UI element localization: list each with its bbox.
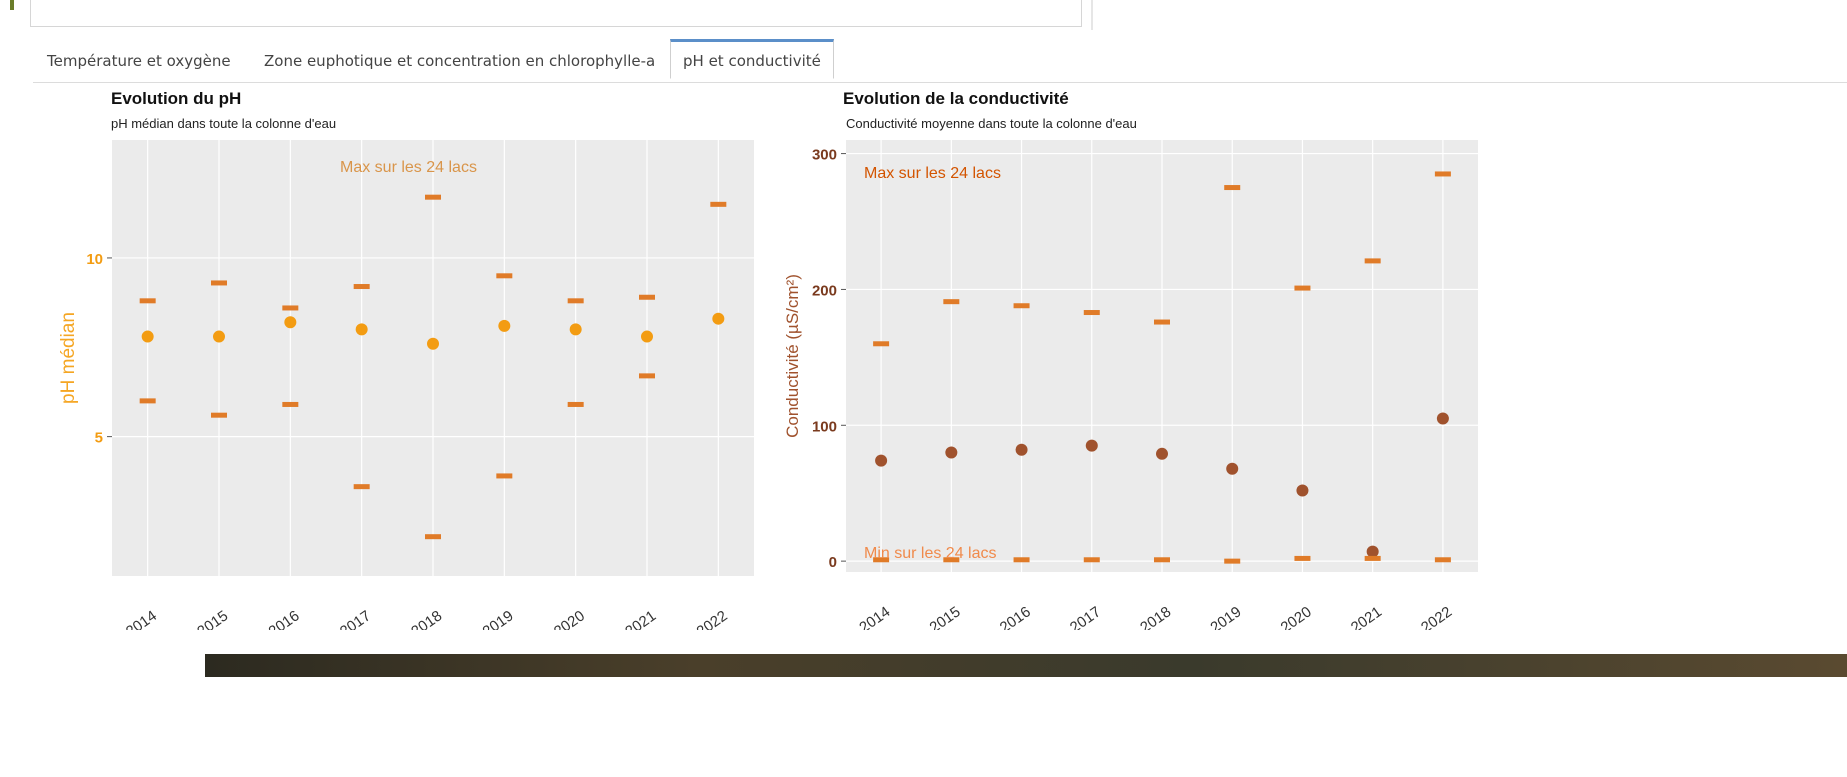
ph-bar-max — [425, 194, 441, 200]
ph-bar-max — [353, 284, 370, 290]
cond-chart-title: Evolution de la conductivité — [843, 89, 1069, 108]
ph-bar-min — [567, 401, 584, 407]
cond-point-mean — [945, 446, 958, 459]
cond-bar-max — [1013, 303, 1030, 309]
ph-y-tick-label: 10 — [86, 251, 103, 268]
cond-bar-max — [873, 341, 890, 347]
cond-y-tick-label: 200 — [812, 282, 837, 299]
cond-bar-max — [1224, 185, 1241, 191]
ph-bar-max — [496, 273, 513, 279]
cond-bar-max — [1434, 171, 1451, 177]
cond-bar-max — [1083, 310, 1100, 316]
cond-bar-min — [1083, 557, 1100, 563]
ph-point-median — [641, 330, 653, 343]
ph-bar-max — [639, 294, 655, 300]
page-accent-bar — [10, 0, 14, 10]
ph-bar-max — [282, 305, 299, 311]
cond-point-mean — [1296, 484, 1309, 497]
ph-bar-min — [139, 398, 156, 404]
cond-bar-max — [1294, 285, 1311, 291]
top-panel — [30, 0, 1082, 27]
ph-bar-max — [710, 201, 727, 207]
ph-point-median — [213, 330, 225, 343]
page-footer-space — [0, 630, 1847, 654]
ph-bar-max — [567, 298, 584, 304]
cond-point-mean — [1085, 439, 1098, 452]
ph-bar-min — [425, 534, 441, 540]
ph-bar-min — [211, 412, 227, 418]
cond-bar-max — [1154, 319, 1170, 325]
cond-point-mean — [1156, 447, 1168, 460]
ph-point-median — [712, 312, 725, 325]
ph-bar-max — [211, 280, 227, 286]
tab-zone-euphotique[interactable]: Zone euphotique et concentration en chlo… — [264, 52, 656, 70]
cond-bar-min — [1013, 557, 1030, 563]
cond-annotation-min: Min sur les 24 lacs — [864, 545, 997, 562]
ph-bar-max — [139, 298, 156, 304]
panel-divider — [1091, 0, 1093, 30]
cond-bar-min — [1294, 555, 1311, 561]
cond-chart-subtitle: Conductivité moyenne dans toute la colon… — [846, 116, 1137, 131]
cond-bar-max — [943, 299, 960, 305]
ph-y-axis-title: pH médian — [58, 312, 79, 404]
ph-bar-min — [353, 484, 370, 490]
ph-point-median — [427, 337, 439, 350]
cond-bar-min — [1154, 557, 1170, 563]
cond-y-axis-title: Conductivité (µS/cm²) — [783, 274, 802, 438]
cond-y-tick-label: 300 — [812, 147, 837, 164]
page-bottom — [0, 677, 1847, 777]
tab-ph-conductivite[interactable]: pH et conductivité — [670, 39, 834, 79]
ph-bar-min — [639, 373, 655, 379]
ph-chart-subtitle: pH médian dans toute la colonne d'eau — [111, 116, 337, 131]
cond-y-tick-label: 100 — [812, 418, 837, 435]
cond-bar-max — [1364, 258, 1381, 264]
cond-point-mean — [1436, 412, 1449, 425]
ph-point-median — [498, 319, 511, 332]
ph-point-median — [141, 330, 154, 343]
cond-point-mean — [1226, 462, 1239, 475]
ph-point-median — [284, 316, 297, 329]
cond-point-mean — [875, 454, 888, 467]
cond-bar-min — [943, 557, 960, 563]
cond-y-tick-label: 0 — [829, 554, 837, 571]
tab-temperature-oxygene[interactable]: Température et oxygène — [47, 52, 231, 70]
ph-chart-title: Evolution du pH — [111, 89, 242, 108]
cond-bar-min — [1224, 558, 1241, 564]
ph-point-median — [569, 323, 582, 336]
ph-bar-min — [282, 401, 299, 407]
cond-point-mean — [1015, 443, 1028, 456]
ph-annotation-max: Max sur les 24 lacs — [340, 159, 477, 176]
cond-annotation-max: Max sur les 24 lacs — [864, 165, 1001, 182]
taskbar-strip — [205, 654, 1847, 677]
cond-point-mean — [1366, 545, 1379, 558]
cond-bar-min — [1364, 555, 1381, 561]
cond-bar-min — [1434, 557, 1451, 563]
ph-point-median — [355, 323, 368, 336]
tab-bar: Température et oxygène Zone euphotique e… — [33, 39, 1847, 83]
cond-bar-min — [873, 557, 890, 563]
ph-bar-min — [496, 473, 513, 479]
ph-y-tick-label: 5 — [95, 430, 103, 447]
